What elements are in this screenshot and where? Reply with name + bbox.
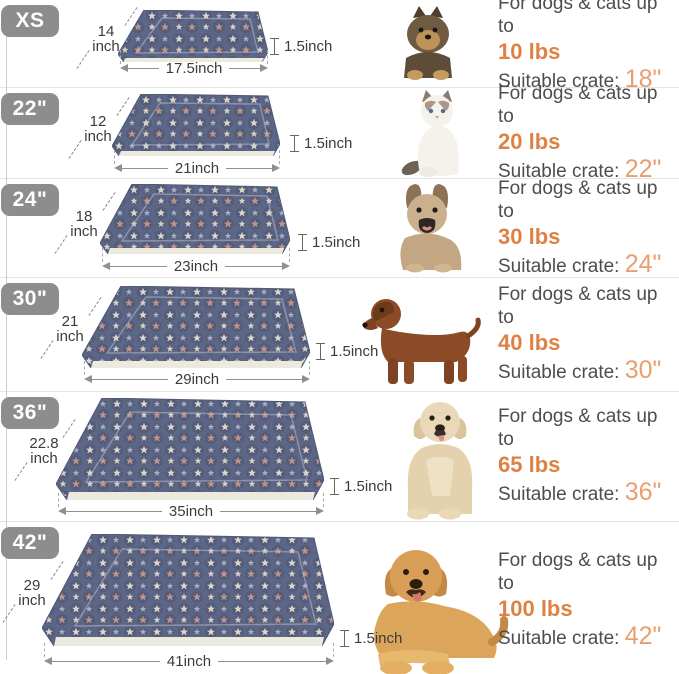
depth-dimension-label: 18 inch (64, 209, 104, 239)
thickness-dimension: 1.5inch (290, 135, 352, 152)
mat-image (82, 286, 310, 368)
thickness-marker-icon (340, 630, 349, 647)
thickness-dimension-label: 1.5inch (284, 38, 333, 55)
size-badge: 22" (1, 93, 59, 125)
row-info: For dogs & cats up to 65 lbs Suitable cr… (498, 392, 676, 521)
depth-dimension-label: 29 inch (12, 578, 52, 608)
mat-figure (118, 10, 268, 62)
width-dimension-label: 17.5inch (165, 59, 223, 77)
width-dimension-arrow: 41inch (44, 643, 335, 670)
crate-size-value: 18" (624, 65, 662, 93)
thickness-dimension-label: 1.5inch (344, 478, 393, 495)
weight-text: 40 lbs (498, 330, 561, 355)
size-row-36: 36" 22.8 inch 35inch 1.5inch (0, 391, 679, 521)
dachshund-image (362, 299, 481, 384)
crate-size-value: 24" (624, 249, 662, 278)
fits-text: For dogs & cats up to (498, 284, 658, 328)
french-bulldog-image (400, 184, 462, 273)
mat-image (112, 94, 280, 156)
mat-figure (82, 286, 310, 368)
ragdoll-cat-image (401, 90, 459, 177)
crate-size-value: 30" (624, 356, 662, 384)
thickness-marker-icon (330, 478, 339, 495)
depth-dimension-label: 22.8 inch (24, 436, 64, 466)
mat-figure (100, 184, 290, 254)
golden-retriever-lying-image (374, 550, 509, 674)
thickness-dimension: 1.5inch (340, 630, 402, 647)
width-dimension-arrow: 35inch (58, 493, 325, 520)
thickness-dimension: 1.5inch (330, 478, 392, 495)
mat-figure (56, 398, 324, 500)
width-dimension-label: 41inch (166, 652, 212, 670)
mat-image (100, 184, 290, 254)
fits-text: For dogs & cats up to (498, 177, 658, 222)
width-dimension-arrow: 17.5inch (120, 50, 268, 77)
width-dimension-label: 35inch (168, 502, 214, 520)
depth-dimension-label: 12 inch (78, 114, 118, 144)
row-info: For dogs & cats up to 20 lbs Suitable cr… (498, 83, 676, 182)
width-dimension-label: 21inch (174, 159, 220, 177)
thickness-dimension: 1.5inch (270, 38, 332, 55)
depth-dimension-label: 14 inch (86, 24, 126, 54)
left-guide-line (6, 20, 7, 660)
row-info: For dogs & cats up to 40 lbs Suitable cr… (498, 278, 676, 391)
thickness-dimension-label: 1.5inch (312, 234, 361, 251)
thickness-dimension-label: 1.5inch (330, 343, 379, 360)
crate-size-value: 42" (624, 622, 662, 650)
size-row-xs: XS 14 inch 17.5inch 1.5inch (0, 0, 679, 92)
size-row-22: 22" 12 inch 21inch 1.5inch (0, 83, 679, 182)
thickness-marker-icon (316, 343, 325, 360)
size-row-42: 42" 29 inch 41inch 1.5inch (0, 521, 679, 674)
crate-text: Suitable crate: 22" (498, 154, 662, 183)
fits-text: For dogs & cats up to (498, 406, 658, 450)
size-badge: 42" (1, 527, 59, 559)
crate-text: Suitable crate: 42" (498, 622, 662, 650)
crate-text: Suitable crate: 30" (498, 356, 662, 384)
crate-text: Suitable crate: 24" (498, 249, 662, 278)
thickness-marker-icon (270, 38, 279, 55)
weight-text: 20 lbs (498, 128, 561, 154)
mat-figure (42, 534, 334, 646)
depth-dimension-label: 21 inch (50, 314, 90, 344)
size-row-30: 30" 21 inch 29inch 1.5inch (0, 277, 679, 391)
size-badge: 24" (1, 184, 59, 216)
crate-size-value: 36" (624, 478, 662, 506)
mat-image (118, 10, 268, 62)
width-dimension-label: 29inch (174, 370, 220, 388)
row-info: For dogs & cats up to 10 lbs Suitable cr… (498, 0, 676, 92)
size-badge: XS (1, 5, 59, 37)
fits-text: For dogs & cats up to (498, 82, 658, 127)
weight-text: 100 lbs (498, 596, 573, 621)
width-dimension-arrow: 23inch (102, 248, 291, 275)
thickness-dimension-label: 1.5inch (304, 135, 353, 152)
fits-text: For dogs & cats up to (498, 0, 658, 37)
crate-text: Suitable crate: 18" (498, 65, 662, 93)
fits-text: For dogs & cats up to (498, 550, 658, 594)
mat-image (56, 398, 324, 500)
width-dimension-arrow: 21inch (114, 150, 281, 177)
mat-figure (112, 94, 280, 156)
golden-retriever-sitting-image (407, 402, 473, 520)
weight-text: 65 lbs (498, 452, 561, 477)
weight-text: 30 lbs (498, 223, 561, 249)
thickness-marker-icon (298, 234, 307, 251)
crate-text: Suitable crate: 36" (498, 478, 662, 506)
crate-size-value: 22" (624, 154, 662, 183)
size-badge: 30" (1, 283, 59, 315)
yorkshire-terrier-image (404, 6, 452, 80)
width-dimension-arrow: 29inch (84, 361, 311, 388)
size-row-24: 24" 18 inch 23inch 1.5inch (0, 178, 679, 277)
thickness-dimension: 1.5inch (298, 234, 360, 251)
row-info: For dogs & cats up to 100 lbs Suitable c… (498, 522, 676, 674)
thickness-dimension: 1.5inch (316, 343, 378, 360)
thickness-dimension-label: 1.5inch (354, 630, 403, 647)
row-info: For dogs & cats up to 30 lbs Suitable cr… (498, 177, 676, 278)
mat-image (42, 534, 334, 646)
weight-text: 10 lbs (498, 39, 561, 64)
thickness-marker-icon (290, 135, 299, 152)
size-badge: 36" (1, 397, 59, 429)
width-dimension-label: 23inch (173, 257, 219, 275)
